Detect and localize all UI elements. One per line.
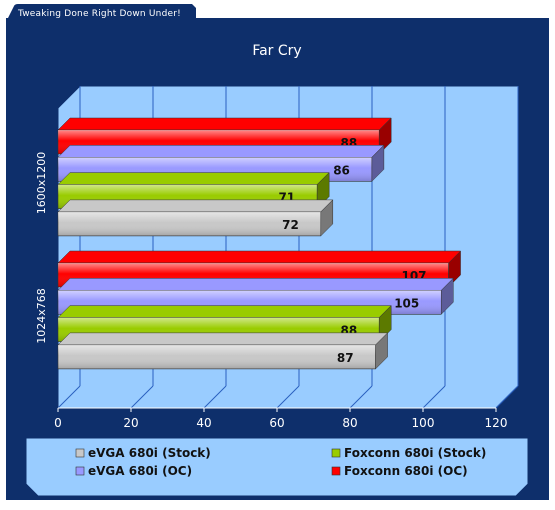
- bar: 72: [57, 199, 334, 237]
- bar-end: [371, 144, 385, 182]
- legend-swatch: [75, 466, 85, 476]
- header-tab-text: Tweaking Done Right Down Under!: [18, 9, 181, 19]
- bar: 87: [57, 332, 389, 370]
- header-tab-shape: [6, 4, 196, 22]
- data-label: 105: [394, 296, 419, 310]
- legend-item: Foxconn 680i (Stock): [331, 446, 486, 460]
- gridline-floor: [203, 385, 227, 409]
- legend-item: eVGA 680i (OC): [75, 464, 192, 478]
- legend-label: eVGA 680i (OC): [88, 464, 192, 478]
- gridline-floor: [349, 385, 373, 409]
- bar-top: [57, 332, 389, 346]
- x-tick-label: 80: [342, 416, 357, 430]
- x-tick-label: 0: [54, 416, 62, 430]
- category-label: 1024x768: [35, 288, 48, 344]
- chart-frame: 88 86 71 72 107 105 88 87 0 20 40 60 80 100 120 1600x…: [6, 18, 549, 500]
- bar-top: [57, 250, 462, 264]
- legend-box: [25, 437, 529, 497]
- x-tick-label: 40: [196, 416, 211, 430]
- legend-label: Foxconn 680i (Stock): [344, 446, 486, 460]
- bar-top: [57, 278, 454, 291]
- legend-swatch: [331, 448, 341, 458]
- bar-top: [57, 172, 330, 185]
- legend-label: Foxconn 680i (OC): [344, 464, 468, 478]
- x-tick-label: 100: [412, 416, 435, 430]
- bar-shine: [58, 344, 376, 369]
- data-label: 87: [337, 351, 354, 365]
- chart-title: Far Cry: [252, 43, 301, 59]
- legend-item: Foxconn 680i (OC): [331, 464, 468, 478]
- category-axis: 1600x1200 1024x768: [35, 152, 48, 344]
- data-label: 86: [333, 163, 350, 177]
- gridline-floor: [422, 385, 446, 409]
- bar-end: [375, 332, 388, 370]
- category-label: 1600x1200: [35, 152, 48, 215]
- gridline-floor: [130, 385, 154, 409]
- legend-label: eVGA 680i (Stock): [88, 446, 211, 460]
- x-tick-label: 60: [269, 416, 284, 430]
- x-tick-label: 20: [123, 416, 138, 430]
- bar-end: [320, 199, 334, 237]
- gridline-floor: [57, 385, 81, 409]
- legend-swatch: [331, 466, 341, 476]
- gridline-floor: [276, 385, 300, 409]
- data-label: 72: [282, 218, 299, 232]
- bar-top: [57, 145, 385, 158]
- bar-top: [57, 199, 334, 213]
- x-tick-label: 120: [485, 416, 508, 430]
- legend: eVGA 680i (Stock) Foxconn 680i (Stock) eVG…: [25, 437, 529, 497]
- header-tab: Tweaking Done Right Down Under!: [6, 4, 196, 22]
- legend-swatch: [75, 448, 85, 458]
- legend-item: eVGA 680i (Stock): [75, 446, 211, 460]
- bar-top: [57, 117, 392, 131]
- bar-shine: [58, 211, 321, 236]
- x-axis: 0 20 40 60 80 100 120: [54, 407, 508, 430]
- bar-end: [441, 277, 454, 315]
- gridline-floor: [495, 385, 519, 409]
- bar-top: [57, 305, 392, 318]
